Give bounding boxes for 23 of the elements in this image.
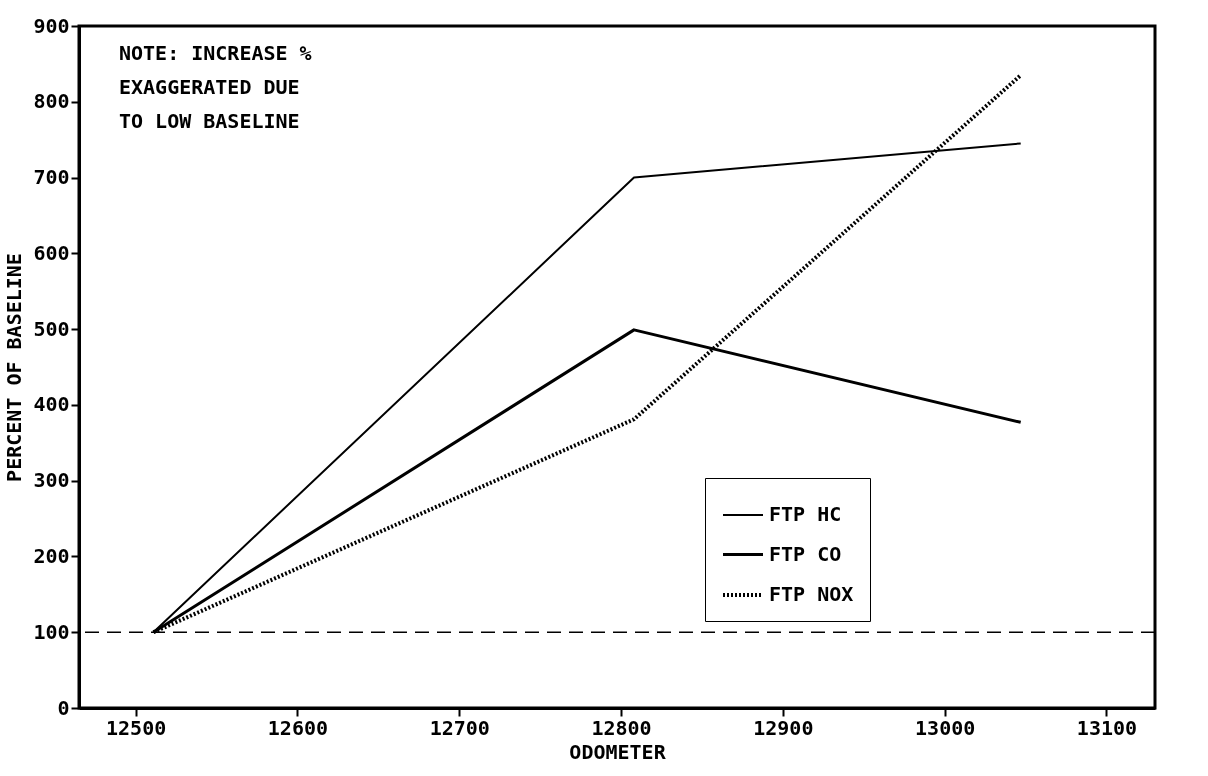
x-tick-label: 13100 — [1076, 715, 1138, 740]
y-tick-label: 700 — [33, 165, 70, 190]
x-tick-label: 12600 — [267, 715, 329, 740]
y-tick-label: 900 — [33, 13, 70, 38]
y-tick-label: 800 — [33, 89, 70, 114]
y-tick-label: 600 — [33, 240, 70, 265]
y-tick-label: 100 — [33, 619, 70, 644]
y-tick-label: 400 — [33, 392, 70, 417]
y-axis-title: PERCENT OF BASELINE — [2, 253, 27, 482]
annotation: NOTE: INCREASE % EXAGGERATED DUE TO LOW BASELINE — [119, 41, 312, 133]
x-tick-label: 12500 — [106, 715, 167, 740]
y-tick-label: 200 — [33, 543, 70, 568]
y-tick-label: 300 — [33, 468, 70, 493]
legend-label: FTP CO — [769, 541, 842, 566]
x-tick-label: 12800 — [591, 715, 652, 740]
x-axis-title: ODOMETER — [569, 739, 667, 764]
y-tick-label: 500 — [33, 316, 70, 341]
x-tick-label: 12700 — [429, 715, 490, 740]
legend-label: FTP NOX — [769, 582, 854, 606]
y-tick-label: 0 — [57, 695, 70, 720]
legend-label: FTP HC — [769, 502, 842, 526]
x-tick-label: 13000 — [915, 715, 976, 740]
x-tick-label: 12900 — [753, 715, 814, 740]
